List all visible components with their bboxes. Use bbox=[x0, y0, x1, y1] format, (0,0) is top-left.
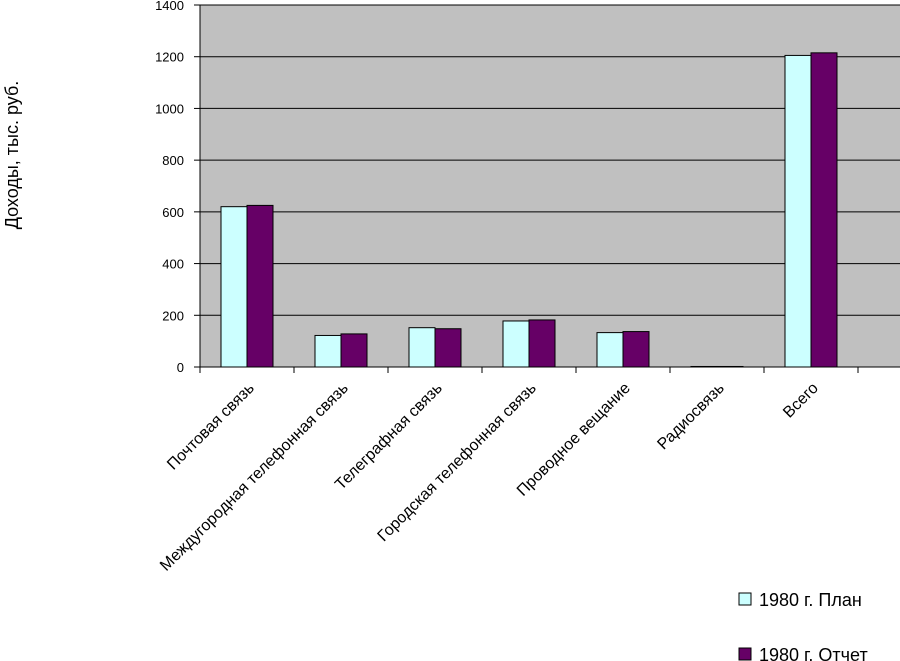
y-tick-label: 200 bbox=[162, 308, 184, 323]
bar-plan bbox=[314, 334, 342, 368]
y-tick-label: 1400 bbox=[155, 0, 184, 13]
bar-report bbox=[340, 333, 368, 368]
y-tick-label: 1000 bbox=[155, 101, 184, 116]
bar-plan bbox=[220, 206, 248, 368]
bar-report bbox=[528, 319, 556, 368]
bar-report bbox=[434, 328, 462, 368]
y-tick-label: 0 bbox=[177, 360, 184, 375]
plot-area bbox=[200, 5, 900, 367]
bar-report bbox=[246, 204, 274, 368]
legend-swatch bbox=[738, 592, 752, 606]
y-tick-label: 1200 bbox=[155, 50, 184, 65]
bar-plan bbox=[502, 320, 530, 368]
y-axis-title: Доходы, тыс. руб. bbox=[2, 81, 22, 230]
legend-label: 1980 г. Отчет bbox=[759, 645, 868, 661]
x-category-label: Всего bbox=[780, 380, 822, 422]
x-category-label: Междугородная телефонная связь bbox=[157, 380, 352, 575]
bars bbox=[220, 52, 838, 368]
x-category-label: Городская телефонная связь bbox=[375, 380, 540, 545]
bar-report bbox=[622, 331, 650, 368]
bar-plan bbox=[784, 54, 812, 368]
legend: 1980 г. План 1980 г. Отчет bbox=[738, 590, 868, 661]
x-category-label: Радиосвязь bbox=[654, 380, 727, 453]
x-category-label: Телеграфная связь bbox=[332, 380, 446, 494]
y-tick-label: 600 bbox=[162, 205, 184, 220]
legend-swatch bbox=[738, 647, 752, 661]
x-category-label: Почтовая связь bbox=[164, 380, 258, 474]
y-tick-label: 400 bbox=[162, 257, 184, 272]
bar-plan bbox=[596, 332, 624, 368]
bar-report bbox=[810, 52, 838, 368]
y-tick-label: 800 bbox=[162, 153, 184, 168]
bar-plan bbox=[408, 327, 436, 368]
gridlines bbox=[194, 4, 900, 368]
y-tick-labels: 0 200 400 600 800 1000 1200 1400 bbox=[155, 0, 184, 375]
legend-label: 1980 г. План bbox=[759, 590, 862, 610]
axes bbox=[199, 5, 900, 373]
